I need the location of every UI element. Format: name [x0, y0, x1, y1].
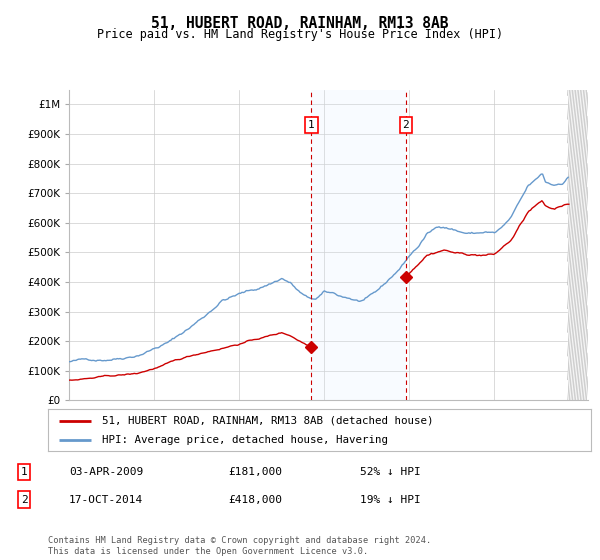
Text: 19% ↓ HPI: 19% ↓ HPI [360, 494, 421, 505]
Text: 17-OCT-2014: 17-OCT-2014 [69, 494, 143, 505]
Text: 2002: 2002 [188, 417, 197, 438]
Text: 2025: 2025 [580, 417, 589, 438]
Text: 2022: 2022 [529, 417, 538, 438]
Text: 2021: 2021 [511, 417, 520, 438]
Text: 2010: 2010 [324, 417, 333, 438]
Text: 1995: 1995 [69, 417, 78, 438]
Text: 2003: 2003 [205, 417, 214, 438]
Text: 2007: 2007 [273, 417, 282, 438]
Text: 2015: 2015 [409, 417, 418, 438]
Text: 52% ↓ HPI: 52% ↓ HPI [360, 467, 421, 477]
Text: Price paid vs. HM Land Registry's House Price Index (HPI): Price paid vs. HM Land Registry's House … [97, 28, 503, 41]
Text: 1996: 1996 [86, 417, 95, 438]
Text: £181,000: £181,000 [228, 467, 282, 477]
Text: HPI: Average price, detached house, Havering: HPI: Average price, detached house, Have… [103, 435, 388, 445]
Text: 1999: 1999 [137, 417, 146, 438]
Text: 2016: 2016 [427, 417, 436, 438]
Text: 1: 1 [20, 467, 28, 477]
Text: 2014: 2014 [392, 417, 401, 438]
Text: 2: 2 [403, 120, 409, 130]
Text: 1997: 1997 [103, 417, 112, 438]
Text: 2000: 2000 [154, 417, 163, 438]
Text: 2023: 2023 [545, 417, 554, 438]
Text: 1998: 1998 [120, 417, 129, 438]
Text: 2: 2 [20, 494, 28, 505]
Text: 2005: 2005 [239, 417, 248, 438]
Bar [311, 90, 406, 400]
Text: 2001: 2001 [171, 417, 180, 438]
Text: 2013: 2013 [375, 417, 384, 438]
Text: 2020: 2020 [494, 417, 503, 438]
Text: 2009: 2009 [307, 417, 316, 438]
Text: 03-APR-2009: 03-APR-2009 [69, 467, 143, 477]
Text: 2012: 2012 [358, 417, 367, 438]
Text: 2011: 2011 [341, 417, 350, 438]
Text: 51, HUBERT ROAD, RAINHAM, RM13 8AB (detached house): 51, HUBERT ROAD, RAINHAM, RM13 8AB (deta… [103, 416, 434, 426]
Text: 2019: 2019 [478, 417, 487, 438]
Text: £418,000: £418,000 [228, 494, 282, 505]
Text: 2006: 2006 [256, 417, 265, 438]
Text: 2024: 2024 [562, 417, 571, 438]
Text: 2017: 2017 [443, 417, 452, 438]
Text: 2004: 2004 [222, 417, 231, 438]
Text: 51, HUBERT ROAD, RAINHAM, RM13 8AB: 51, HUBERT ROAD, RAINHAM, RM13 8AB [151, 16, 449, 31]
Text: 1: 1 [308, 120, 315, 130]
Text: 2008: 2008 [290, 417, 299, 438]
Text: 2018: 2018 [460, 417, 469, 438]
Text: Contains HM Land Registry data © Crown copyright and database right 2024.
This d: Contains HM Land Registry data © Crown c… [48, 536, 431, 556]
